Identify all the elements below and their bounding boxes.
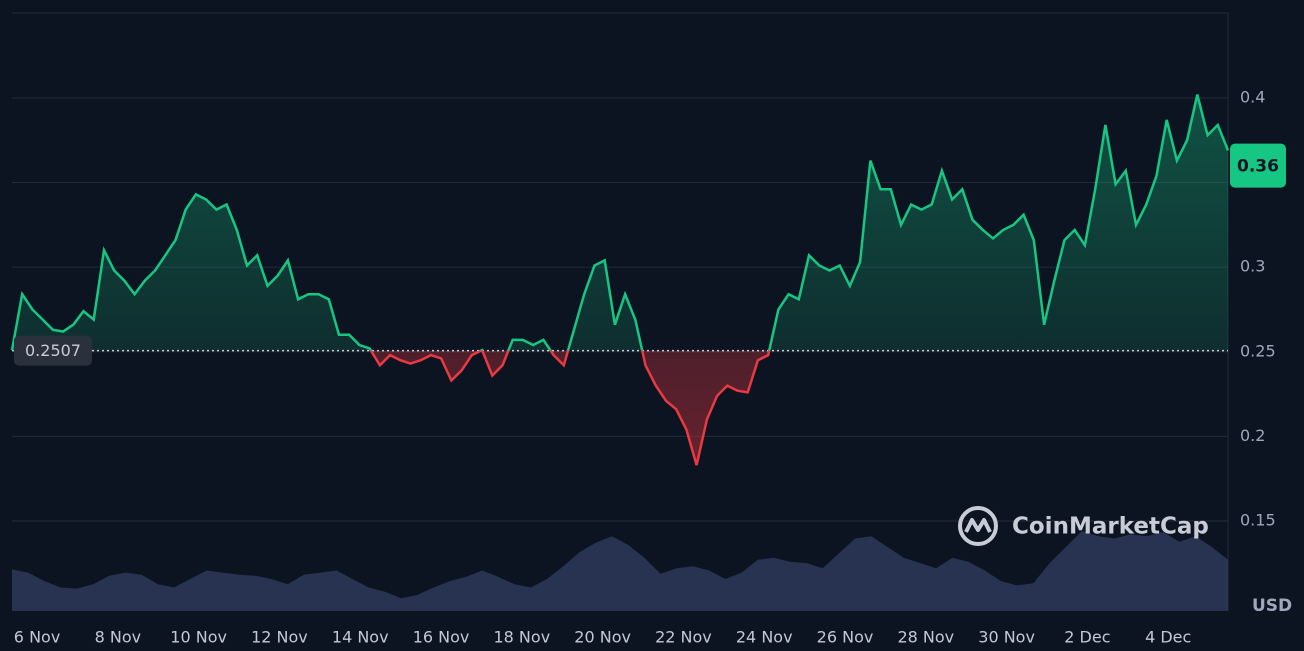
y-tick-label: 0.3 xyxy=(1240,257,1265,276)
watermark-logo xyxy=(958,506,998,546)
x-tick-label: 18 Nov xyxy=(493,628,550,647)
x-tick-label: 24 Nov xyxy=(736,628,793,647)
baseline-badge xyxy=(14,335,92,366)
price-badge xyxy=(1230,143,1286,188)
x-tick-label: 2 Dec xyxy=(1064,628,1110,647)
watermark: CoinMarketCap xyxy=(958,506,1209,546)
x-tick-label: 30 Nov xyxy=(978,628,1035,647)
currency-label: USD xyxy=(1252,596,1292,616)
baseline-label: 0.2507 xyxy=(25,341,81,360)
area-above xyxy=(12,94,1228,351)
price-line-up xyxy=(10,94,1230,351)
x-tick-label: 10 Nov xyxy=(170,628,227,647)
x-tick-label: 28 Nov xyxy=(897,628,954,647)
y-tick-label: 0.4 xyxy=(1240,87,1265,106)
x-tick-label: 20 Nov xyxy=(574,628,631,647)
volume-area xyxy=(12,531,1228,611)
x-tick-label: 26 Nov xyxy=(817,628,874,647)
x-tick-label: 14 Nov xyxy=(332,628,389,647)
y-tick-label: 0.15 xyxy=(1240,510,1276,529)
y-tick-label: 0.2 xyxy=(1240,426,1265,445)
watermark-logo-mark xyxy=(964,518,992,533)
x-tick-label: 22 Nov xyxy=(655,628,712,647)
x-tick-label: 4 Dec xyxy=(1145,628,1191,647)
watermark-text: CoinMarketCap xyxy=(1012,514,1209,540)
x-tick-label: 12 Nov xyxy=(251,628,308,647)
y-tick-label: 0.25 xyxy=(1240,341,1276,360)
x-tick-label: 16 Nov xyxy=(413,628,470,647)
x-tick-label: 8 Nov xyxy=(95,628,142,647)
price-badge-label: 0.36 xyxy=(1237,157,1279,177)
x-tick-label: 6 Nov xyxy=(14,628,61,647)
